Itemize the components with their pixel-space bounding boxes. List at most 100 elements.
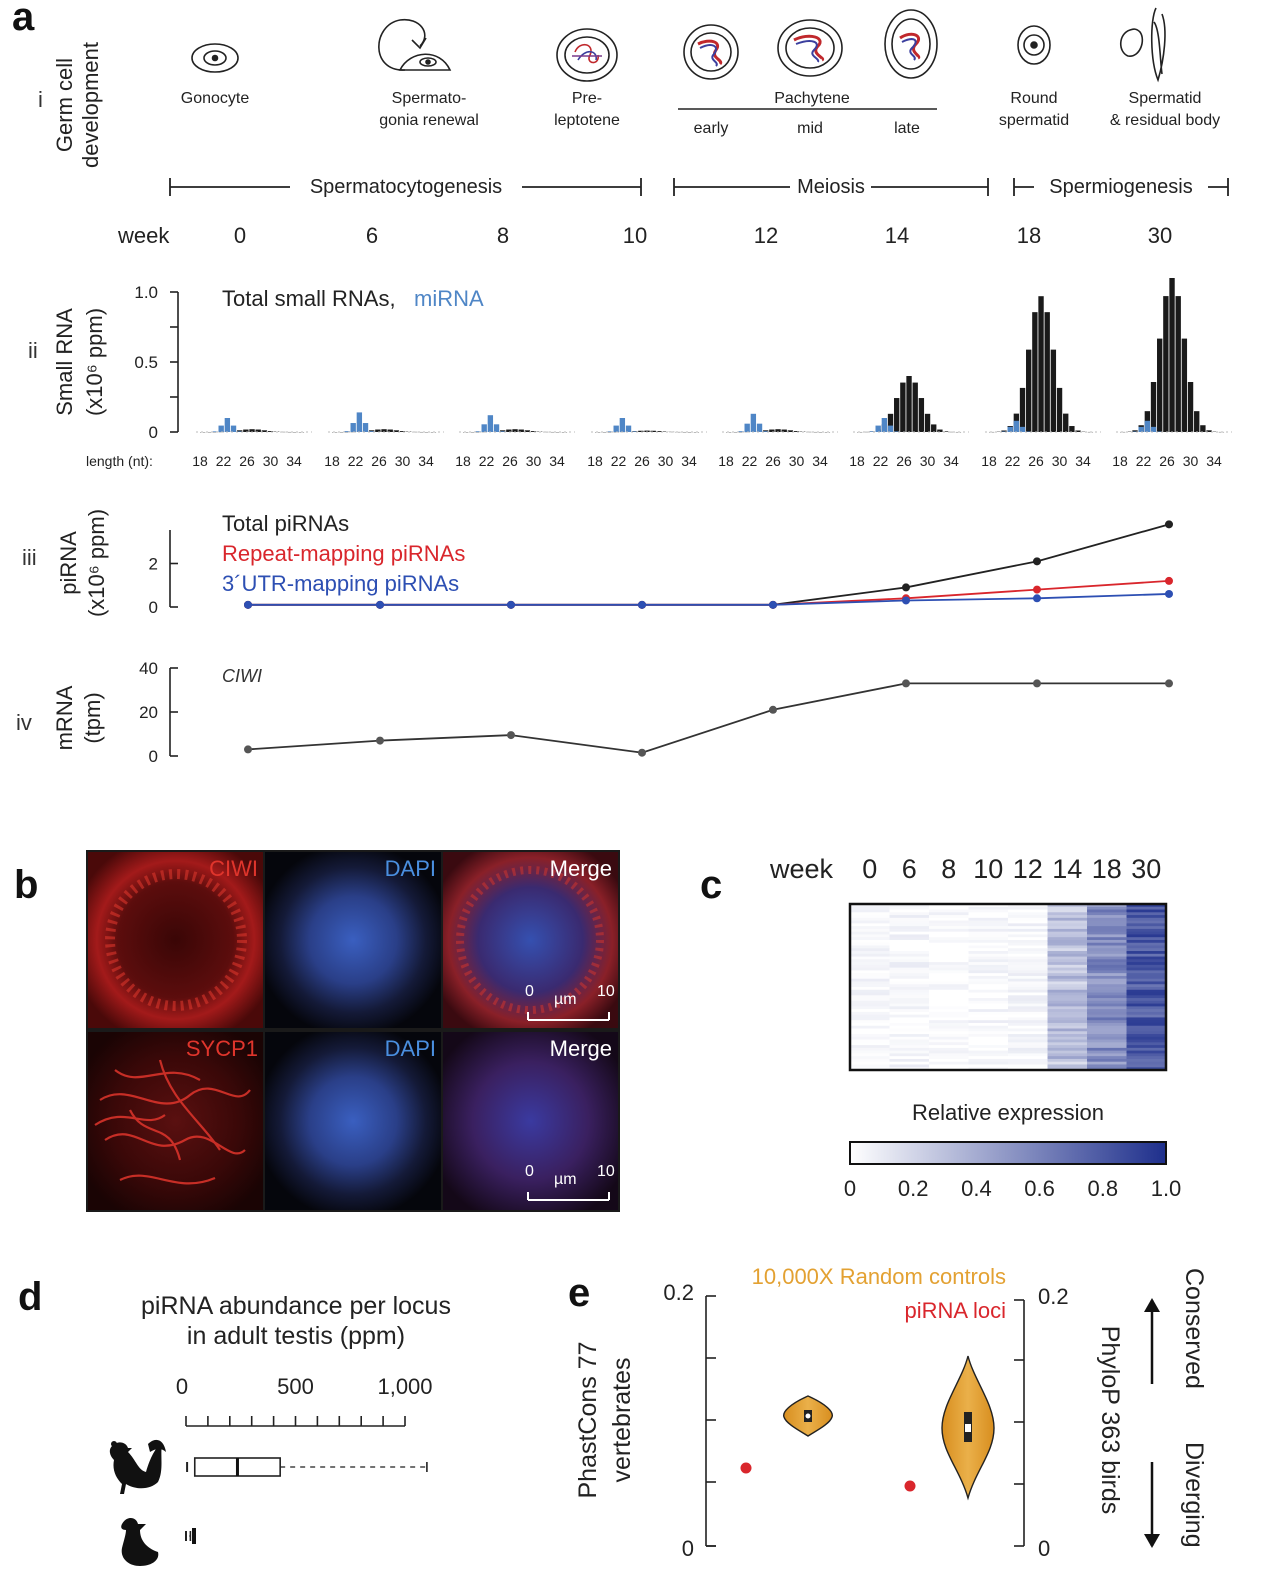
heatmap-cell: [929, 1047, 969, 1052]
heatmap-cell: [1087, 962, 1127, 966]
heatmap-week-0: 0: [862, 854, 877, 884]
label-merge-bottom: Merge: [550, 1036, 612, 1061]
heatmap-cell: [929, 1064, 969, 1068]
heatmap-cell: [889, 953, 930, 958]
bar-total: [1150, 382, 1157, 432]
legend-pirna-loci: piRNA loci: [905, 1298, 1006, 1323]
heatmap-cell: [1008, 1017, 1048, 1021]
heatmap-cell: [889, 973, 930, 977]
heatmap-cell: [1126, 1058, 1167, 1063]
heatmap-cell: [889, 967, 930, 971]
preleptotene-icon: [556, 28, 618, 82]
heatmap-cell: [1126, 956, 1167, 960]
length-tick: 34: [812, 453, 828, 469]
heatmap-cell: [850, 962, 890, 966]
heatmap-cell: [889, 937, 930, 941]
heatmap-cell: [1047, 998, 1088, 1002]
heatmap-cell: [1126, 1017, 1167, 1021]
heatmap-cell: [968, 934, 1009, 938]
heatmap-cell: [1008, 989, 1048, 994]
bar-mirna: [500, 431, 506, 432]
heatmap-week-10: 10: [973, 854, 1003, 884]
heatmap-week-18: 18: [1092, 854, 1122, 884]
bar-mirna: [744, 423, 750, 432]
heatmap-cell: [1087, 989, 1127, 994]
heatmap-cell: [929, 1003, 969, 1007]
heatmap-cell: [1047, 973, 1088, 977]
heatmap-cell: [1087, 992, 1127, 996]
bar-mirna: [1144, 420, 1151, 432]
heatmap-cell: [889, 928, 930, 933]
heatmap-cell: [1126, 1003, 1167, 1007]
length-tick: 34: [943, 453, 959, 469]
length-tick: 22: [611, 453, 627, 469]
bar-mirna: [881, 418, 888, 432]
heatmap-cell: [929, 1025, 969, 1029]
heatmap-cell: [850, 1058, 890, 1063]
label-ciwi: CIWI: [209, 856, 258, 881]
heatmap-cell: [968, 998, 1009, 1002]
legend-total-small-rnas: Total small RNAs,: [222, 286, 396, 311]
heatmap-cell: [929, 909, 969, 913]
pirna-point: [769, 600, 777, 609]
heatmap-cell: [968, 1006, 1009, 1010]
bar-mirna: [1019, 426, 1026, 432]
heatmap-cell: [1087, 926, 1127, 930]
heatmap-cell: [889, 1011, 930, 1016]
heatmap-cell: [889, 1009, 930, 1013]
heatmap-cell: [968, 992, 1009, 996]
bar-mirna: [1138, 426, 1144, 432]
heatmap-cell: [1008, 962, 1048, 966]
arrow-label-diverging: Diverging: [1180, 1442, 1208, 1548]
bar-total: [1132, 430, 1138, 432]
small-rna-bars: [196, 278, 1232, 433]
bar-total: [1001, 430, 1007, 432]
heatmap-cell: [850, 953, 890, 958]
heatmap-cell: [889, 992, 930, 996]
bar-mirna: [756, 423, 763, 432]
heatmap-cell: [1047, 1053, 1088, 1057]
heatmap-cell: [968, 1014, 1009, 1018]
bar-mirna: [369, 431, 375, 432]
colorbar-tick: 0.6: [1024, 1176, 1055, 1201]
heatmap-cell: [968, 948, 1009, 952]
heatmap-cell: [889, 917, 930, 922]
heatmap-cell: [1047, 978, 1088, 982]
point-pirna-loci-phylop: [904, 1480, 916, 1492]
heatmap-cell: [1087, 1031, 1127, 1035]
bar-total: [1044, 312, 1050, 432]
heatmap-cell: [1008, 953, 1048, 958]
length-tick: 18: [849, 453, 865, 469]
heatmap-cell: [1087, 1011, 1127, 1016]
heatmap-cell: [1126, 1000, 1167, 1005]
bar-mirna: [894, 431, 900, 432]
bar-total: [931, 424, 937, 432]
heatmap-cell: [850, 1061, 890, 1065]
row-ii-roman: ii: [28, 338, 38, 363]
bar-total: [1206, 430, 1212, 432]
heatmap-cell: [1126, 967, 1167, 971]
heatmap-cell: [1087, 1047, 1127, 1052]
heatmap-cell: [850, 1014, 890, 1018]
heatmap-cell: [1047, 1064, 1088, 1068]
scale-top-start: 0: [525, 983, 534, 1000]
heatmap-cell: [1087, 934, 1127, 938]
heatmap-cell: [850, 951, 890, 955]
heatmap-cell: [889, 989, 930, 994]
heatmap-cell: [1047, 967, 1088, 971]
heatmap-cell: [968, 1047, 1009, 1052]
heatmap-cell: [889, 939, 930, 944]
e-left-tick-top: 0.2: [663, 1280, 694, 1305]
mrna-y-label: 0: [149, 747, 158, 766]
heatmap-cell: [889, 1064, 930, 1068]
heatmap-cell: [1126, 906, 1167, 911]
heatmap-cell: [1047, 1045, 1088, 1049]
heatmap-cell: [1087, 1025, 1127, 1029]
length-tick: 30: [263, 453, 279, 469]
bar-mirna: [750, 413, 757, 432]
heatmap-cell: [850, 1036, 890, 1041]
mrna-point: [902, 679, 910, 688]
legend-utr-pirnas: 3´UTR-mapping piRNAs: [222, 571, 459, 596]
heatmap-cell: [1087, 928, 1127, 933]
heatmap-cell: [1126, 1006, 1167, 1010]
